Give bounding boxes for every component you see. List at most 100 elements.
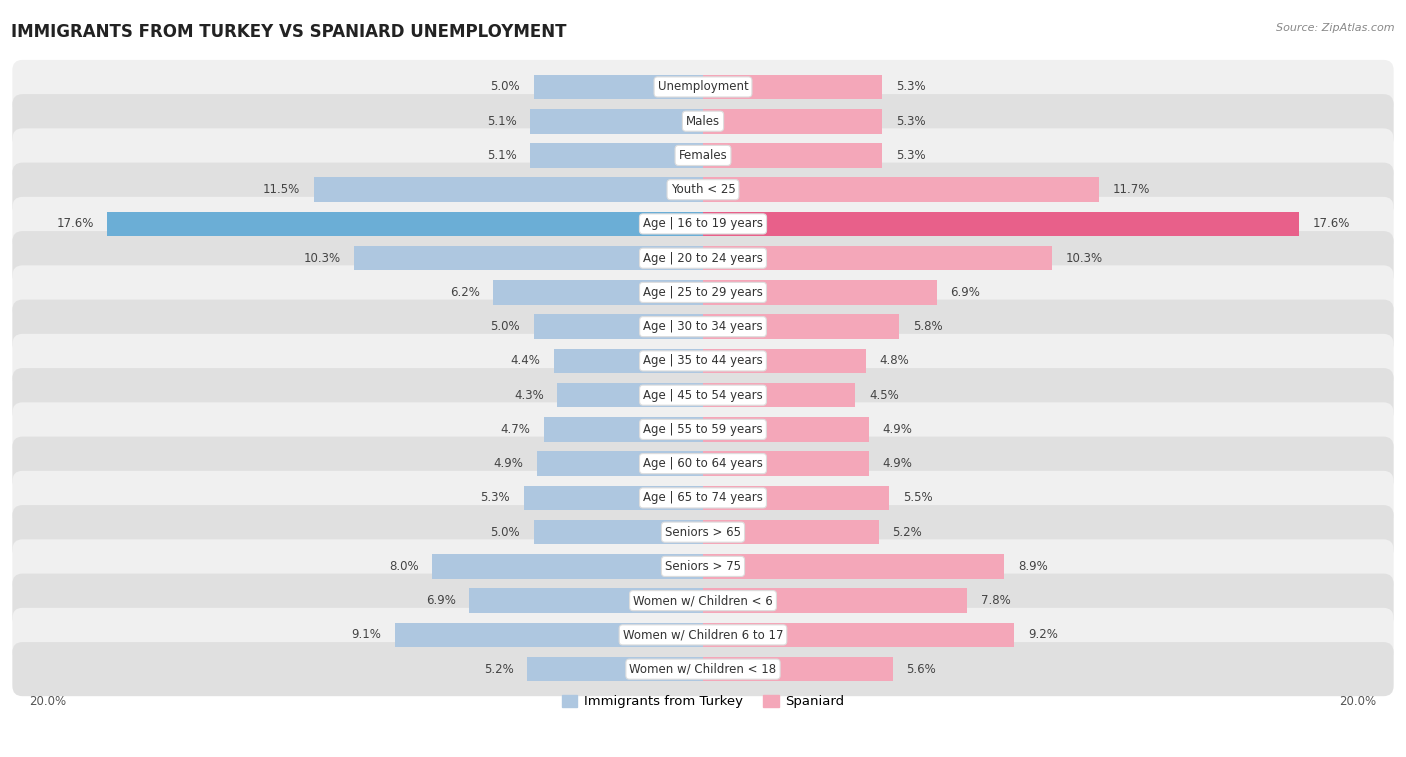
Text: Age | 60 to 64 years: Age | 60 to 64 years <box>643 457 763 470</box>
Bar <box>544 417 703 442</box>
Bar <box>703 348 866 373</box>
Bar <box>703 657 893 681</box>
Text: Women w/ Children 6 to 17: Women w/ Children 6 to 17 <box>623 628 783 641</box>
Text: 4.3%: 4.3% <box>515 388 544 402</box>
Bar <box>703 383 855 407</box>
Text: 6.2%: 6.2% <box>450 286 479 299</box>
Text: 5.2%: 5.2% <box>893 525 922 539</box>
Bar <box>703 554 1004 578</box>
Text: 5.3%: 5.3% <box>896 80 925 93</box>
Text: 20.0%: 20.0% <box>1340 695 1376 708</box>
Text: Age | 20 to 24 years: Age | 20 to 24 years <box>643 251 763 265</box>
Text: 4.4%: 4.4% <box>510 354 540 367</box>
Text: 9.2%: 9.2% <box>1028 628 1057 641</box>
Text: 6.9%: 6.9% <box>950 286 980 299</box>
FancyBboxPatch shape <box>13 368 1393 422</box>
FancyBboxPatch shape <box>13 94 1393 148</box>
Bar <box>354 246 703 270</box>
Text: Females: Females <box>679 149 727 162</box>
FancyBboxPatch shape <box>13 129 1393 182</box>
FancyBboxPatch shape <box>13 403 1393 456</box>
Text: 11.7%: 11.7% <box>1112 183 1150 196</box>
Bar <box>534 520 703 544</box>
Bar <box>703 177 1099 202</box>
Text: IMMIGRANTS FROM TURKEY VS SPANIARD UNEMPLOYMENT: IMMIGRANTS FROM TURKEY VS SPANIARD UNEMP… <box>11 23 567 41</box>
Bar <box>530 109 703 133</box>
FancyBboxPatch shape <box>13 334 1393 388</box>
Text: 17.6%: 17.6% <box>56 217 94 230</box>
Text: Women w/ Children < 6: Women w/ Children < 6 <box>633 594 773 607</box>
Bar <box>534 75 703 99</box>
Text: 4.9%: 4.9% <box>494 457 523 470</box>
Bar <box>530 143 703 168</box>
Text: 4.9%: 4.9% <box>883 457 912 470</box>
Legend: Immigrants from Turkey, Spaniard: Immigrants from Turkey, Spaniard <box>557 690 849 714</box>
Text: Unemployment: Unemployment <box>658 80 748 93</box>
Text: Age | 16 to 19 years: Age | 16 to 19 years <box>643 217 763 230</box>
Text: 10.3%: 10.3% <box>1066 251 1102 265</box>
FancyBboxPatch shape <box>13 539 1393 593</box>
Text: 5.5%: 5.5% <box>903 491 932 504</box>
Bar <box>703 246 1052 270</box>
FancyBboxPatch shape <box>13 197 1393 251</box>
Bar <box>432 554 703 578</box>
Text: Seniors > 65: Seniors > 65 <box>665 525 741 539</box>
Text: 4.5%: 4.5% <box>869 388 898 402</box>
Bar <box>537 451 703 476</box>
Bar <box>703 280 936 305</box>
Text: 5.3%: 5.3% <box>896 114 925 128</box>
Text: 9.1%: 9.1% <box>352 628 381 641</box>
Bar <box>314 177 703 202</box>
Bar <box>703 314 900 339</box>
FancyBboxPatch shape <box>13 608 1393 662</box>
Text: Age | 35 to 44 years: Age | 35 to 44 years <box>643 354 763 367</box>
Bar <box>703 520 879 544</box>
Bar <box>703 622 1015 647</box>
Text: Seniors > 75: Seniors > 75 <box>665 560 741 573</box>
Text: 10.3%: 10.3% <box>304 251 340 265</box>
Text: Males: Males <box>686 114 720 128</box>
FancyBboxPatch shape <box>13 574 1393 628</box>
Text: 4.9%: 4.9% <box>883 423 912 436</box>
Bar <box>703 485 889 510</box>
Bar <box>703 143 883 168</box>
Bar <box>470 588 703 613</box>
FancyBboxPatch shape <box>13 437 1393 491</box>
Text: 5.6%: 5.6% <box>905 662 936 676</box>
Text: 11.5%: 11.5% <box>263 183 299 196</box>
Text: 5.0%: 5.0% <box>491 320 520 333</box>
Text: 17.6%: 17.6% <box>1312 217 1350 230</box>
Bar <box>107 212 703 236</box>
FancyBboxPatch shape <box>13 163 1393 217</box>
FancyBboxPatch shape <box>13 642 1393 696</box>
Text: 5.1%: 5.1% <box>486 114 517 128</box>
Text: 5.3%: 5.3% <box>896 149 925 162</box>
Bar <box>703 75 883 99</box>
Text: 4.7%: 4.7% <box>501 423 530 436</box>
Bar <box>703 212 1299 236</box>
Bar <box>703 109 883 133</box>
FancyBboxPatch shape <box>13 471 1393 525</box>
Text: 8.0%: 8.0% <box>389 560 419 573</box>
Text: 5.2%: 5.2% <box>484 662 513 676</box>
Text: 4.8%: 4.8% <box>879 354 908 367</box>
Bar <box>527 657 703 681</box>
Text: Women w/ Children < 18: Women w/ Children < 18 <box>630 662 776 676</box>
FancyBboxPatch shape <box>13 505 1393 559</box>
Text: Age | 65 to 74 years: Age | 65 to 74 years <box>643 491 763 504</box>
Bar <box>703 451 869 476</box>
Text: Youth < 25: Youth < 25 <box>671 183 735 196</box>
Text: 5.3%: 5.3% <box>481 491 510 504</box>
Text: 8.9%: 8.9% <box>1018 560 1047 573</box>
Text: 7.8%: 7.8% <box>980 594 1011 607</box>
FancyBboxPatch shape <box>13 60 1393 114</box>
FancyBboxPatch shape <box>13 300 1393 354</box>
Bar <box>395 622 703 647</box>
Bar <box>557 383 703 407</box>
Text: Source: ZipAtlas.com: Source: ZipAtlas.com <box>1277 23 1395 33</box>
Bar <box>534 314 703 339</box>
Text: 5.1%: 5.1% <box>486 149 517 162</box>
Text: Age | 30 to 34 years: Age | 30 to 34 years <box>643 320 763 333</box>
Bar <box>554 348 703 373</box>
FancyBboxPatch shape <box>13 266 1393 319</box>
